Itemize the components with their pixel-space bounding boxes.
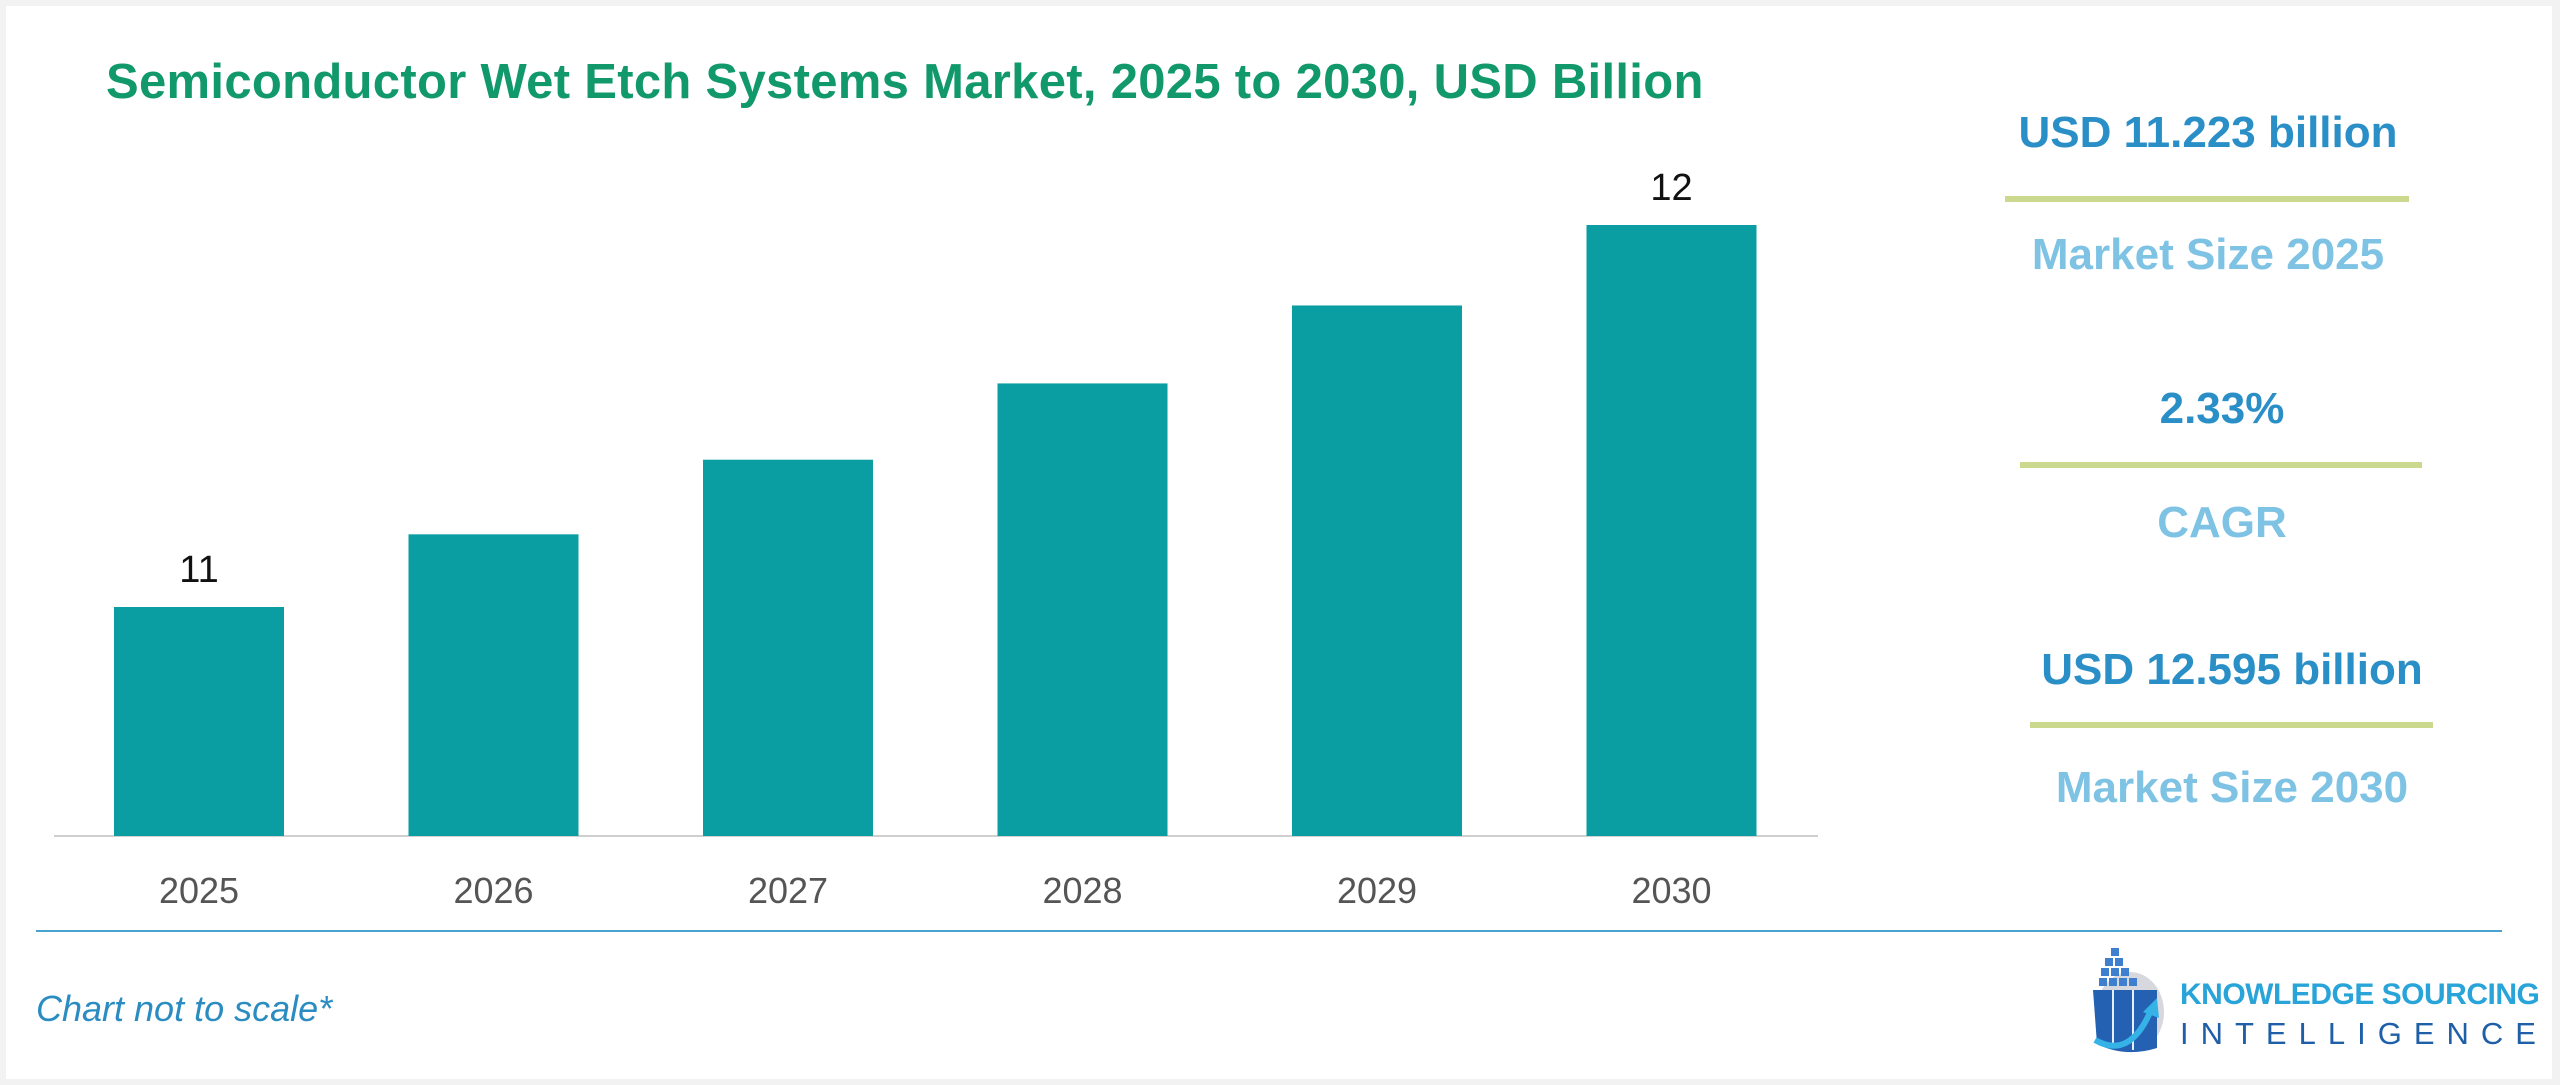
stat-separator <box>2020 462 2422 468</box>
chart-title: Semiconductor Wet Etch Systems Market, 2… <box>106 55 1704 109</box>
scale-note: Chart not to scale* <box>36 988 333 1029</box>
company-logo: KNOWLEDGE SOURCING INTELLIGENCE <box>2085 940 2540 1060</box>
bar-2026 <box>408 534 579 836</box>
bar-chart: 2025 11 2026 2027 2028 2029 2030 12 <box>54 167 1818 911</box>
logo-text-line2: INTELLIGENCE <box>2180 1016 2548 1051</box>
cagr-label: CAGR <box>2157 498 2287 547</box>
data-label: 11 <box>179 549 218 591</box>
logo-text-line1: KNOWLEDGE SOURCING <box>2180 978 2540 1011</box>
market-size-2025-label: Market Size 2025 <box>2031 230 2385 279</box>
bar-2025 <box>114 607 284 836</box>
logo-ship-icon <box>2093 948 2164 1053</box>
market-size-2030-value: USD 12.595 billion <box>2041 645 2423 694</box>
x-tick-label: 2030 <box>1631 870 1711 911</box>
bar-2028 <box>997 383 1168 836</box>
cagr-value: 2.33% <box>2159 384 2285 433</box>
footer-divider <box>36 930 2502 932</box>
x-tick-label: 2028 <box>1042 870 1122 911</box>
bar-2029 <box>1292 305 1462 836</box>
bar-2030 <box>1586 225 1757 836</box>
stat-separator <box>2030 722 2433 728</box>
market-size-2025-value: USD 11.223 billion <box>2018 108 2398 157</box>
stat-separator <box>2005 196 2409 202</box>
x-tick-label: 2029 <box>1337 870 1417 911</box>
market-size-2030-label: Market Size 2030 <box>2055 763 2409 812</box>
bar-2027 <box>703 459 873 836</box>
x-tick-label: 2027 <box>748 870 828 911</box>
x-tick-label: 2026 <box>453 870 533 911</box>
x-tick-label: 2025 <box>159 870 239 911</box>
data-label: 12 <box>1650 167 1692 209</box>
